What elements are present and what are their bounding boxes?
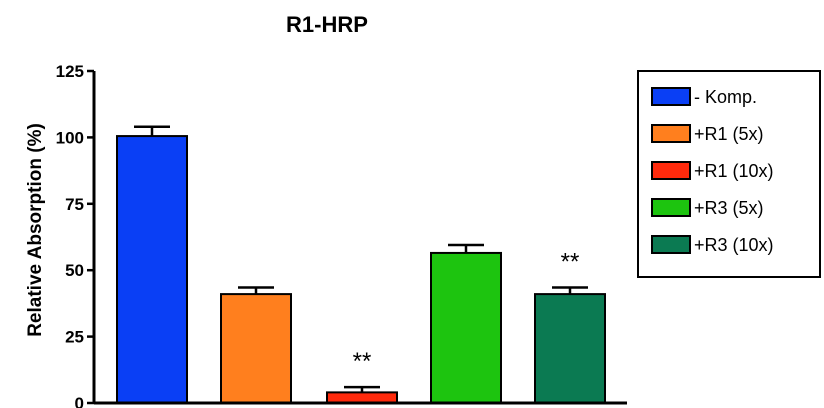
y-axis-ticks: 0 25 50 75 100 125 xyxy=(56,62,94,408)
legend-label: +R3 (5x) xyxy=(694,198,764,218)
legend-swatch xyxy=(651,235,691,254)
bars: ** ** xyxy=(116,125,606,405)
bar xyxy=(534,293,606,405)
legend: - Komp. +R1 (5x) +R1 (10x) +R3 (5x) +R3 (10x… xyxy=(637,70,821,278)
legend-swatch xyxy=(651,161,691,180)
y-tick-label: 50 xyxy=(65,261,84,280)
significance-label: ** xyxy=(353,348,372,375)
legend-swatch xyxy=(651,124,691,143)
significance-label: ** xyxy=(561,248,580,275)
bar xyxy=(220,293,292,405)
legend-label: +R3 (10x) xyxy=(694,235,774,255)
y-tick-label: 100 xyxy=(56,128,84,147)
y-tick-label: 0 xyxy=(75,394,84,408)
y-tick-label: 125 xyxy=(56,62,84,81)
legend-label: +R1 (10x) xyxy=(694,161,774,181)
bar xyxy=(430,251,502,404)
bar xyxy=(326,391,398,405)
y-tick-label: 25 xyxy=(65,328,84,347)
chart-title: R1-HRP xyxy=(286,12,368,37)
y-tick-label: 75 xyxy=(65,195,84,214)
y-axis-label: Relative Absorption (%) xyxy=(25,123,46,337)
legend-swatch xyxy=(651,198,691,217)
legend-swatch xyxy=(651,87,691,106)
bar xyxy=(116,135,188,405)
legend-label: - Komp. xyxy=(694,87,757,107)
axes xyxy=(92,71,627,405)
legend-label: +R1 (5x) xyxy=(694,124,764,144)
